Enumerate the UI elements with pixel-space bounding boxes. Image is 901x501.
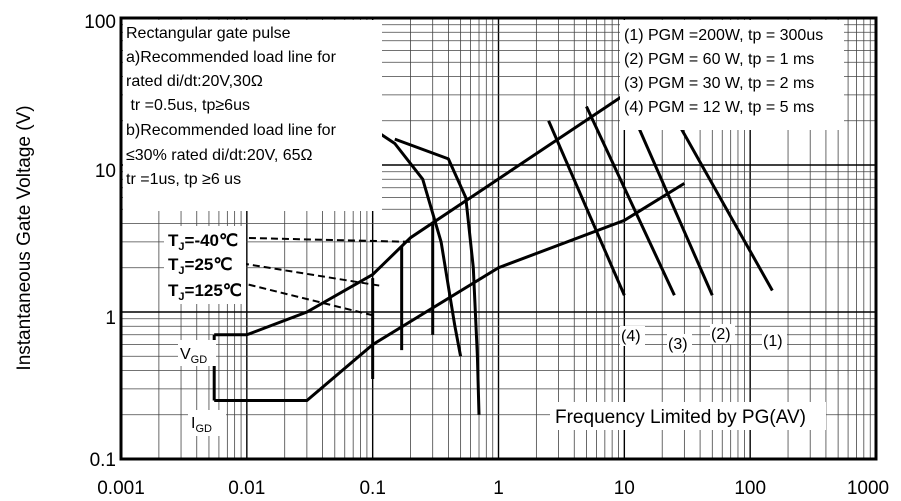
igd-label-text: IGD [191, 415, 212, 435]
y-tick-label: 10 [95, 161, 116, 182]
vgd-label-text: VGD [180, 346, 207, 366]
x-tick-label: 1000 [847, 478, 889, 499]
tj-labels-background [164, 226, 246, 304]
power-label-background [762, 331, 787, 351]
frequency-label-background [550, 402, 826, 430]
tj-label-125: TJ=125℃ [168, 281, 242, 303]
note-line: tr =0.5us, tp≥6us [126, 97, 250, 114]
tj-leader-line [237, 236, 411, 243]
note-line: ≤30% rated di/dt:20V, 65Ω [126, 147, 313, 164]
x-tick-labels: 0.001 0.01 0.1 1 10 100 1000 [97, 478, 889, 499]
tj-leader-line [230, 260, 383, 288]
plot-frame [119, 16, 878, 461]
x-tick-label: 100 [734, 478, 766, 499]
tj-label-25: TJ=25℃ [168, 255, 232, 277]
tj-leader-line [237, 281, 373, 317]
y-tick-label: 1 [105, 308, 116, 329]
x-tick-label: 0.001 [97, 478, 145, 499]
tj-leader-lines [230, 236, 411, 317]
power-label-background [620, 326, 645, 346]
igd-label-background [188, 410, 226, 436]
frequency-label-text: Frequency Limited by PG(AV) [555, 407, 806, 428]
pgm-line [585, 105, 676, 296]
power-labels: (4) (3) (2) (1) [620, 324, 787, 354]
power-label-3: (3) [668, 336, 688, 353]
note-line: tr =1us, tp ≥6 us [126, 171, 241, 188]
vgd-label: VGD [178, 340, 216, 366]
x-tick-label: 0.1 [359, 478, 385, 499]
note-box: Rectangular gate pulse a)Recommended loa… [123, 20, 382, 211]
legend: (1) PGM =200W, tp = 300us (2) PGM = 60 W… [620, 20, 844, 130]
legend-item: (1) PGM =200W, tp = 300us [624, 27, 823, 44]
note-line: b)Recommended load line for [126, 122, 337, 139]
y-tick-label: 100 [84, 12, 116, 33]
x-tick-label: 10 [614, 478, 635, 499]
y-tick-labels: 0.1 1 10 100 [84, 12, 116, 471]
power-label-2: (2) [711, 326, 731, 343]
tj-labels: TJ=-40℃ TJ=25℃ TJ=125℃ [164, 226, 246, 304]
x-tick-label: 0.01 [228, 478, 265, 499]
x-tick-label: 1 [493, 478, 504, 499]
power-label-4: (4) [621, 328, 641, 345]
tj-curve-125 [394, 137, 481, 415]
legend-background [620, 20, 844, 130]
note-line: Rectangular gate pulse [126, 25, 291, 42]
note-box-background [123, 20, 382, 211]
legend-item: (2) PGM = 60 W, tp = 1 ms [624, 51, 814, 68]
tj-curve--40 [359, 119, 463, 357]
power-label-1: (1) [763, 333, 783, 350]
tj-label-minus40: TJ=-40℃ [168, 231, 238, 253]
y-axis-label: Instantaneous Gate Voltage (V) [14, 105, 35, 370]
tj-vertical-lines [371, 221, 435, 380]
igd-label: IGD [188, 410, 226, 436]
power-label-background [710, 324, 735, 344]
load-line-b [214, 182, 686, 402]
note-line: a)Recommended load line for [126, 49, 337, 66]
pgm-line [547, 120, 626, 296]
frequency-label: Frequency Limited by PG(AV) [550, 402, 826, 430]
plot-curves [212, 49, 774, 415]
legend-item: (4) PGM = 12 W, tp = 5 ms [624, 99, 814, 116]
power-label-background [667, 334, 692, 354]
tj-curves [359, 119, 481, 415]
y-tick-label: 0.1 [90, 450, 116, 471]
note-line: rated di/dt:20V,30Ω [126, 73, 263, 90]
legend-item: (3) PGM = 30 W, tp = 2 ms [624, 75, 814, 92]
vgd-label-background [178, 340, 216, 366]
